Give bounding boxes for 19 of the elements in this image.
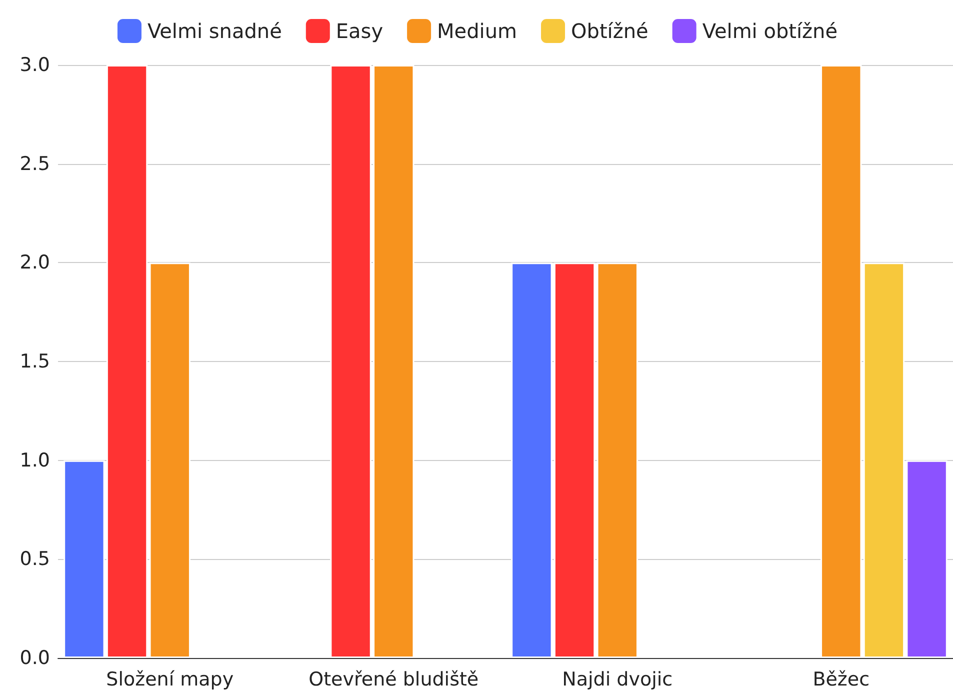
legend-label: Obtížné xyxy=(571,19,648,43)
x-tick-label: Otevřené bludiště xyxy=(308,668,479,690)
x-tick-label: Běžec xyxy=(812,668,870,690)
x-tick-label: Najdi dvojic xyxy=(562,668,673,690)
bar xyxy=(596,262,638,658)
y-tick-label: 1.0 xyxy=(20,449,50,472)
y-tick-label: 0.5 xyxy=(20,548,50,570)
x-tick-label: Složení mapy xyxy=(106,668,234,690)
legend-label: Velmi obtížné xyxy=(702,19,838,43)
y-tick-label: 0.0 xyxy=(20,647,50,669)
y-tick-label: 3.0 xyxy=(20,54,50,76)
y-tick-label: 2.5 xyxy=(20,152,50,175)
legend-label: Easy xyxy=(336,19,384,43)
y-tick-label: 1.5 xyxy=(20,350,50,372)
legend-label: Medium xyxy=(437,19,518,43)
bar xyxy=(149,262,190,658)
legend-label: Velmi snadné xyxy=(147,19,282,43)
bar xyxy=(820,65,862,658)
y-tick-label: 2.0 xyxy=(20,252,50,274)
